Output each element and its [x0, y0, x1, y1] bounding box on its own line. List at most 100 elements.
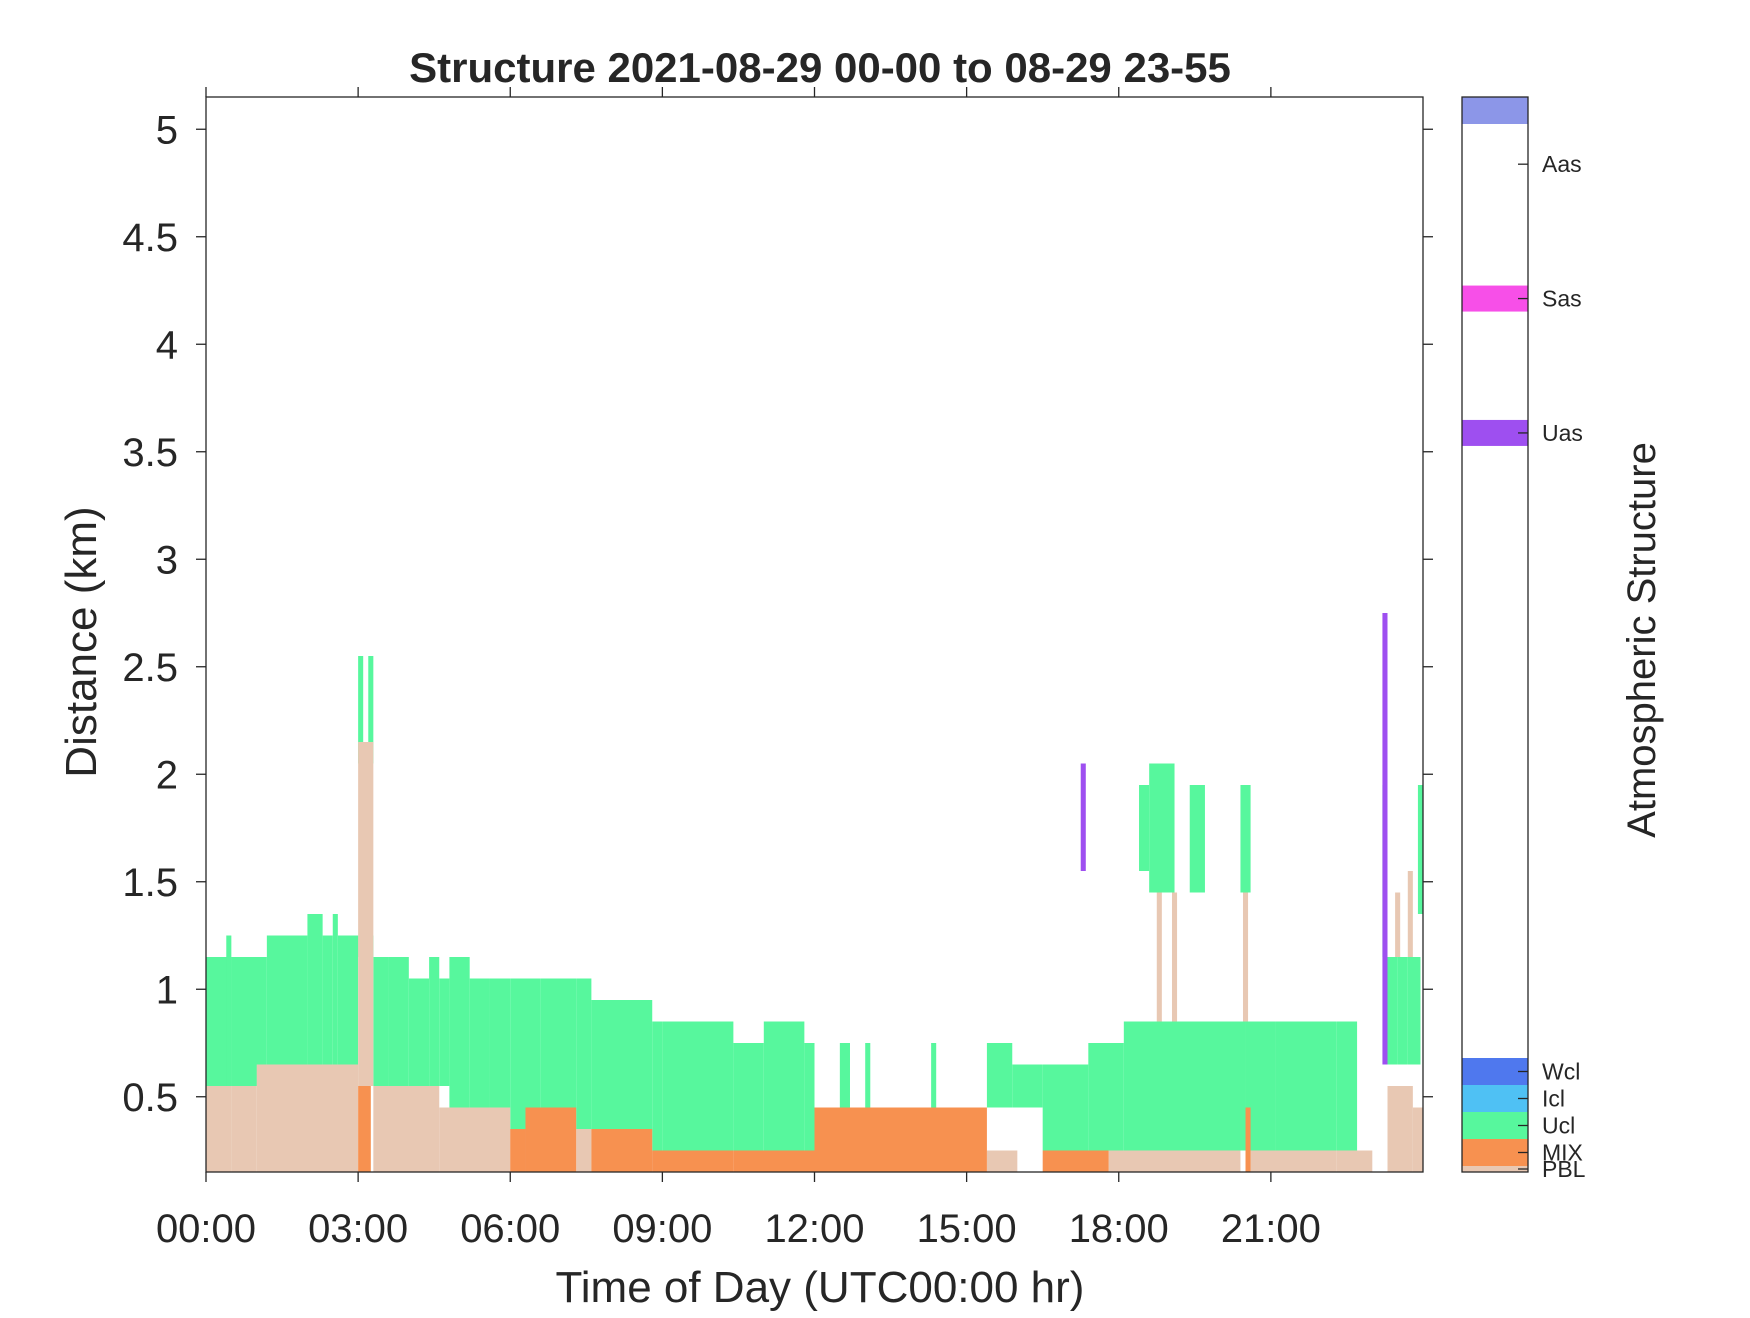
- colorbar-box: [1461, 96, 1529, 1173]
- data-cell-ucl: [540, 978, 577, 1108]
- data-cell-ucl: [662, 1021, 734, 1151]
- data-cell-ucl: [576, 978, 592, 1129]
- axes: 00:00 03:00 06:00 09:00 12:00 15:00 18:00 21:00…: [122, 87, 1433, 1251]
- data-cell-mix: [733, 1150, 815, 1172]
- data-cell-pbl: [231, 1086, 257, 1172]
- data-cell-ucl: [489, 978, 511, 1108]
- data-cell-ucl: [1189, 785, 1205, 893]
- data-cell-mix: [510, 1129, 526, 1172]
- layer-mix: [358, 1086, 1251, 1172]
- data-cell-ucl: [307, 914, 323, 1065]
- y-tick-label: 1.5: [122, 861, 178, 905]
- data-cell-pbl: [1407, 871, 1413, 957]
- colorbar-swatch-mix: [1462, 1139, 1528, 1166]
- data-cell-ucl: [510, 978, 541, 1129]
- data-cell-pbl: [576, 1129, 592, 1172]
- data-cell-ucl: [591, 1000, 653, 1129]
- colorbar-swatch-ucl: [1462, 1112, 1528, 1139]
- data-cell-pbl: [1156, 892, 1162, 1022]
- layer-uas: [1080, 613, 1388, 1065]
- y-tick-label: 3: [156, 538, 178, 582]
- layer-ucl: [206, 656, 1423, 1151]
- data-cell-uas: [1382, 613, 1388, 1065]
- colorbar-tick-label: Wcl: [1542, 1059, 1580, 1085]
- data-cell-ucl: [322, 935, 333, 1065]
- data-cell-ucl: [429, 957, 440, 1086]
- y-tick-label: 3.5: [122, 431, 178, 475]
- x-tick-label: 12:00: [764, 1207, 864, 1251]
- data-cell-ucl: [839, 1043, 850, 1108]
- data-cell-ucl: [439, 978, 450, 1086]
- data-cell-pbl: [986, 1150, 1018, 1172]
- data-cell-pbl: [1412, 1107, 1423, 1172]
- x-tick-label: 18:00: [1069, 1207, 1169, 1251]
- data-cell-ucl: [931, 1043, 937, 1108]
- data-cell-ucl: [449, 957, 470, 1108]
- data-cell-ucl: [1240, 785, 1251, 893]
- data-cell-ucl: [1397, 957, 1408, 1065]
- colorbar-swatch-icl: [1462, 1085, 1528, 1112]
- colorbar-tick-label: PBL: [1542, 1156, 1586, 1182]
- data-cell-mix: [1042, 1150, 1109, 1172]
- colorbar-tick-label: Uas: [1542, 420, 1583, 446]
- y-tick-label: 2: [156, 753, 178, 797]
- colorbar-tick-label: MIX: [1542, 1140, 1583, 1166]
- colorbar-tick-label: Sas: [1542, 286, 1582, 312]
- data-cell-pbl: [373, 1086, 440, 1172]
- data-cell-ucl: [986, 1043, 1013, 1108]
- data-cell-ucl: [266, 935, 308, 1065]
- data-cell-mix: [1245, 1107, 1251, 1172]
- data-cell-pbl: [358, 742, 374, 1086]
- y-tick-label: 4: [156, 323, 178, 367]
- data-cell-pbl: [1242, 892, 1249, 1022]
- colorbar-swatch-pbl: [1462, 1166, 1528, 1172]
- data-cell-ucl: [1417, 785, 1423, 914]
- data-cell-ucl: [388, 957, 409, 1086]
- data-cell-ucl: [226, 935, 232, 1086]
- data-cell-ucl: [652, 1021, 663, 1151]
- x-tick-label: 21:00: [1221, 1207, 1321, 1251]
- colorbar-tick-label: Ucl: [1542, 1113, 1575, 1139]
- data-cell-ucl: [469, 978, 490, 1108]
- data-cell-ucl: [358, 656, 364, 764]
- data-cell-mix: [652, 1150, 734, 1172]
- data-cell-pbl: [439, 1107, 511, 1172]
- colorbar-tick-label: Icl: [1542, 1086, 1565, 1112]
- colorbar-swatch-sas: [1462, 285, 1528, 312]
- data-cell-pbl: [1336, 1150, 1373, 1172]
- y-tick-label: 0.5: [122, 1076, 178, 1120]
- data-cell-ucl: [1139, 785, 1150, 871]
- data-cell-ucl: [1149, 763, 1175, 893]
- data-cell-ucl: [1275, 1021, 1337, 1151]
- data-cell-mix: [358, 1086, 371, 1172]
- data-cell-ucl: [804, 1043, 815, 1151]
- x-tick-label: 03:00: [308, 1207, 408, 1251]
- data-cell-ucl: [373, 957, 389, 1086]
- data-cell-mix: [591, 1129, 653, 1172]
- colorbar-label: Atmospheric Structure: [1620, 442, 1664, 838]
- data-cell-pbl: [1387, 1086, 1413, 1172]
- data-cell-ucl: [1123, 1021, 1246, 1151]
- colorbar-swatch-uas: [1462, 419, 1528, 446]
- y-tick-label: 4.5: [122, 216, 178, 260]
- data-cell-uas: [1080, 763, 1086, 871]
- data-cell-ucl: [1042, 1064, 1089, 1151]
- y-tick-label: 1: [156, 968, 178, 1012]
- data-cell-pbl: [1395, 892, 1401, 957]
- y-axis-label: Distance (km): [57, 506, 106, 777]
- colorbar-tick-label: Aas: [1542, 151, 1582, 177]
- data-cell-mix: [525, 1107, 577, 1172]
- data-cell-pbl: [1250, 1150, 1337, 1172]
- data-cell-ucl: [1387, 957, 1398, 1065]
- data-cell-pbl: [256, 1064, 359, 1172]
- data-cell-ucl: [408, 978, 430, 1086]
- x-tick-label: 09:00: [612, 1207, 712, 1251]
- plot-area: [206, 97, 1423, 1172]
- data-cell-ucl: [733, 1043, 764, 1151]
- data-cell-ucl: [763, 1021, 805, 1151]
- x-tick-label: 15:00: [917, 1207, 1017, 1251]
- data-cell-ucl: [1336, 1021, 1358, 1151]
